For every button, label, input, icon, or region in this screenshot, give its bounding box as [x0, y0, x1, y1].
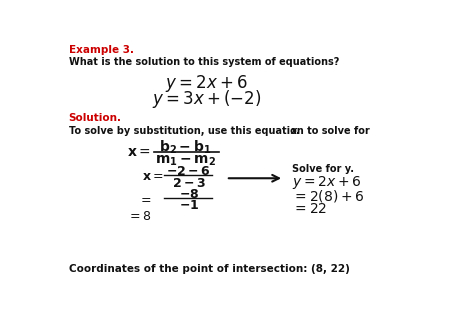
- Text: Example 3.: Example 3.: [69, 45, 134, 55]
- Text: Coordinates of the point of intersection: (8, 22): Coordinates of the point of intersection…: [69, 264, 349, 274]
- Text: What is the solution to this system of equations?: What is the solution to this system of e…: [69, 57, 339, 67]
- Text: $y=3x+(-2)$: $y=3x+(-2)$: [152, 88, 261, 110]
- Text: $=$: $=$: [138, 192, 152, 205]
- Text: $\mathbf{x}=$: $\mathbf{x}=$: [142, 170, 164, 183]
- Text: $\mathbf{-1}$: $\mathbf{-1}$: [179, 199, 199, 212]
- Text: $\mathbf{m_1-m_2}$: $\mathbf{m_1-m_2}$: [155, 154, 216, 168]
- Text: $\mathbf{x}=$: $\mathbf{x}=$: [127, 145, 151, 159]
- Text: $=8$: $=8$: [127, 210, 152, 223]
- Text: $\mathbf{b_2-b_1}$: $\mathbf{b_2-b_1}$: [159, 139, 212, 156]
- Text: Solve for y.: Solve for y.: [292, 164, 354, 174]
- Text: $\mathbf{2-3}$: $\mathbf{2-3}$: [172, 177, 206, 190]
- Text: x: x: [290, 126, 296, 136]
- Text: $=22$: $=22$: [292, 202, 327, 216]
- Text: $y=2x+6$: $y=2x+6$: [165, 73, 248, 94]
- Text: $y=2x+6$: $y=2x+6$: [292, 174, 361, 191]
- Text: $=2(8)+6$: $=2(8)+6$: [292, 188, 364, 204]
- Text: $\mathbf{-2-6}$: $\mathbf{-2-6}$: [166, 165, 211, 178]
- Text: .: .: [296, 126, 300, 136]
- Text: Solution.: Solution.: [69, 113, 121, 123]
- Text: To solve by substitution, use this equation to solve for: To solve by substitution, use this equat…: [69, 126, 373, 136]
- Text: $\mathbf{-8}$: $\mathbf{-8}$: [179, 188, 199, 201]
